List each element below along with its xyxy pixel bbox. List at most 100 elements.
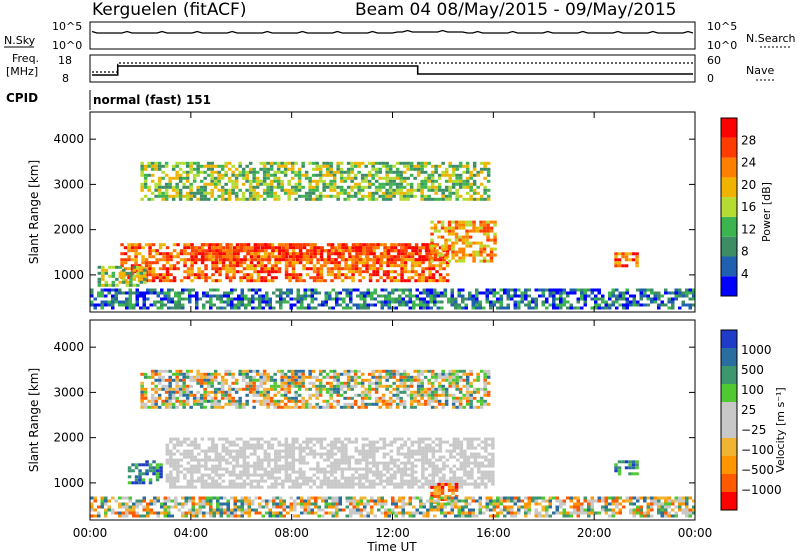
velocity-cell [395, 402, 400, 406]
velocity-cell [315, 375, 319, 379]
velocity-cell [449, 476, 453, 480]
velocity-cell [360, 384, 365, 388]
velocity-cell [343, 384, 347, 388]
power-cell [101, 274, 105, 278]
power-cell [252, 179, 256, 183]
power-cell [390, 246, 394, 250]
power-cell [288, 276, 292, 280]
power-cell [333, 267, 338, 271]
power-cell [238, 170, 242, 174]
velocity-cell [266, 390, 270, 394]
power-cell [193, 273, 198, 277]
velocity-cell [154, 378, 158, 382]
power-cell [246, 267, 250, 271]
power-cell [465, 235, 469, 239]
power-cell [233, 306, 237, 310]
velocity-cell [407, 446, 411, 450]
power-cell [400, 264, 404, 268]
velocity-cell [430, 381, 435, 385]
velocity-cell [185, 399, 190, 403]
power-cell [231, 170, 235, 174]
velocity-cell [287, 405, 291, 409]
velocity-cell [203, 396, 207, 400]
velocity-cell [414, 476, 418, 480]
power-cell [303, 294, 307, 298]
velocity-cell [228, 470, 233, 474]
velocity-cell [396, 458, 401, 462]
power-cell [214, 279, 219, 283]
velocity-cell [452, 446, 457, 450]
power-cell [291, 267, 296, 271]
power-cell [276, 170, 281, 174]
velocity-cell [437, 381, 442, 385]
velocity-cell [154, 399, 158, 403]
power-cell [451, 182, 456, 186]
power-cell [455, 194, 459, 198]
velocity-cell [617, 460, 622, 464]
power-cell [201, 243, 205, 247]
velocity-cell [330, 455, 334, 459]
velocity-cell [395, 384, 400, 388]
power-cell [196, 191, 200, 195]
velocity-cell [483, 399, 487, 403]
power-cell [420, 188, 424, 192]
power-cell [264, 249, 268, 253]
power-cell [343, 188, 347, 192]
power-cell [241, 194, 246, 198]
power-cell [628, 258, 632, 262]
power-cell [227, 161, 232, 165]
power-cell [181, 288, 185, 292]
power-cell [199, 197, 204, 201]
velocity-cell [145, 463, 149, 467]
power-cell [219, 294, 223, 298]
velocity-cell [231, 396, 235, 400]
velocity-cell [393, 464, 397, 468]
velocity-cell [259, 393, 263, 397]
velocity-cell [308, 375, 312, 379]
power-cell [399, 194, 403, 198]
power-cell [438, 267, 443, 271]
power-cell [455, 191, 459, 195]
velocity-cell [420, 378, 424, 382]
velocity-cell [351, 473, 355, 477]
power-cell [416, 167, 421, 171]
velocity-cell [424, 437, 429, 441]
power-cell [413, 188, 417, 192]
power-cell [125, 297, 129, 301]
power-cell [441, 194, 445, 198]
power-cell [400, 246, 405, 250]
velocity-cell [161, 369, 165, 373]
power-cell [130, 267, 135, 271]
power-cell [427, 194, 431, 198]
velocity-cell [347, 464, 352, 468]
velocity-cell [491, 473, 495, 477]
velocity-cell [347, 467, 352, 471]
velocity-cell [406, 378, 410, 382]
power-cell [462, 164, 466, 168]
power-cell [186, 267, 191, 271]
power-cell [177, 294, 181, 298]
velocity-cell [90, 502, 94, 506]
velocity-cell [199, 381, 204, 385]
velocity-cell [459, 476, 464, 480]
power-cell [471, 297, 475, 301]
power-cell [388, 188, 393, 192]
power-cell [248, 185, 253, 189]
velocity-cell [368, 443, 373, 447]
velocity-cell [463, 455, 467, 459]
power-cell [182, 170, 186, 174]
velocity-cell [329, 387, 333, 391]
power-cell [263, 276, 268, 280]
power-cell [214, 264, 219, 268]
power-cell [388, 182, 393, 186]
power-cell [356, 303, 360, 307]
power-cell [297, 188, 302, 192]
velocity-cell [213, 396, 218, 400]
velocity-cell [402, 378, 407, 382]
power-cell [324, 294, 328, 298]
velocity-cell [203, 372, 207, 376]
power-cell [635, 264, 639, 268]
power-cell [364, 194, 368, 198]
velocity-cell [277, 482, 282, 486]
power-cell [468, 253, 473, 257]
